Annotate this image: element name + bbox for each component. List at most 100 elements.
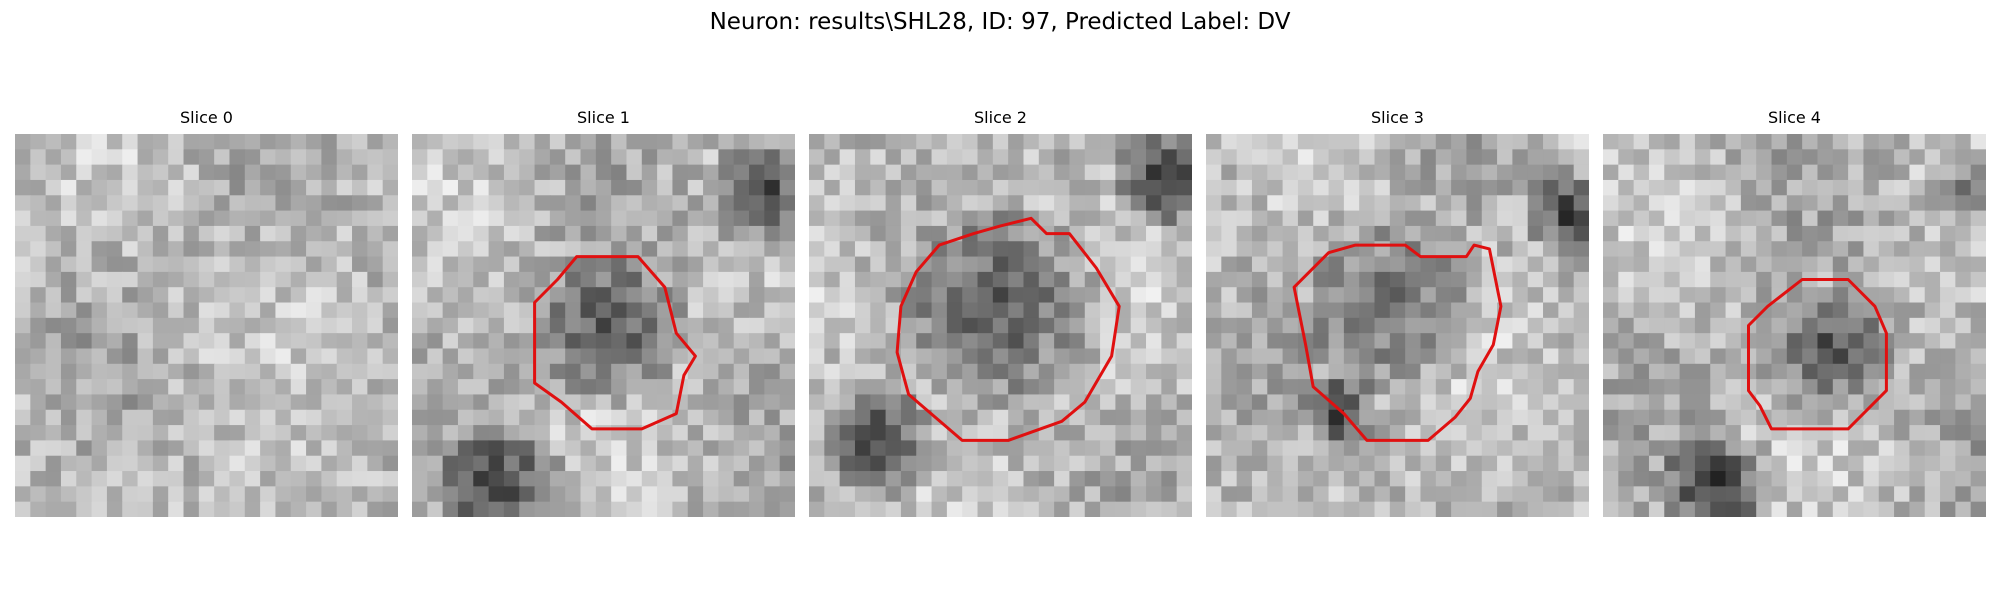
image-pixel <box>214 379 231 396</box>
image-pixel <box>1863 455 1880 472</box>
image-pixel <box>367 287 384 304</box>
image-pixel <box>1894 363 1910 380</box>
image-pixel <box>992 302 1009 319</box>
image-pixel <box>549 256 566 273</box>
image-pixel <box>367 348 384 365</box>
image-pixel <box>15 501 31 517</box>
image-pixel <box>290 333 307 350</box>
image-pixel <box>1100 486 1116 503</box>
image-pixel <box>137 164 154 181</box>
image-pixel <box>1558 363 1575 380</box>
image-pixel <box>168 179 185 196</box>
image-pixel <box>244 409 261 426</box>
image-pixel <box>1710 241 1727 258</box>
image-pixel <box>1527 348 1544 365</box>
image-pixel <box>1603 394 1619 411</box>
image-pixel <box>1970 363 1986 380</box>
image-pixel <box>1236 164 1253 181</box>
image-pixel <box>1848 348 1865 365</box>
image-pixel <box>809 379 825 396</box>
image-pixel <box>290 379 307 396</box>
image-pixel <box>1618 317 1635 334</box>
image-pixel <box>885 241 902 258</box>
image-pixel <box>275 287 292 304</box>
image-pixel <box>992 195 1009 212</box>
image-pixel <box>1694 149 1711 166</box>
image-pixel <box>1008 256 1025 273</box>
image-pixel <box>839 348 856 365</box>
slice-image <box>15 134 398 517</box>
image-pixel <box>30 134 47 150</box>
image-pixel <box>1236 271 1253 288</box>
image-pixel <box>1069 164 1086 181</box>
image-pixel <box>779 164 795 181</box>
image-pixel <box>412 302 428 319</box>
image-pixel <box>1924 210 1941 227</box>
image-pixel <box>1894 134 1910 150</box>
image-pixel <box>549 440 566 457</box>
image-pixel <box>168 195 185 212</box>
image-pixel <box>1771 455 1788 472</box>
image-pixel <box>168 333 185 350</box>
image-pixel <box>1328 271 1345 288</box>
image-pixel <box>870 134 887 150</box>
image-pixel <box>839 317 856 334</box>
slice-image <box>412 134 795 517</box>
image-pixel <box>687 164 704 181</box>
image-pixel <box>1664 210 1681 227</box>
image-pixel <box>1481 455 1498 472</box>
image-pixel <box>1206 225 1222 242</box>
image-pixel <box>962 394 979 411</box>
image-pixel <box>1100 256 1116 273</box>
image-pixel <box>1527 471 1544 487</box>
image-pixel <box>1023 149 1040 166</box>
image-pixel <box>1161 486 1178 503</box>
image-pixel <box>641 440 658 457</box>
image-pixel <box>76 210 93 227</box>
image-pixel <box>352 348 368 365</box>
image-pixel <box>1710 440 1727 457</box>
image-pixel <box>1405 225 1422 242</box>
image-pixel <box>183 149 200 166</box>
image-pixel <box>45 409 62 426</box>
image-pixel <box>214 210 231 227</box>
image-pixel <box>137 409 154 426</box>
image-pixel <box>885 287 902 304</box>
image-pixel <box>106 179 123 196</box>
image-pixel <box>152 501 169 517</box>
image-pixel <box>367 210 384 227</box>
image-pixel <box>1558 195 1575 212</box>
image-pixel <box>1130 179 1147 196</box>
image-pixel <box>1573 271 1589 288</box>
image-pixel <box>1161 164 1178 181</box>
image-pixel <box>687 302 704 319</box>
image-pixel <box>1527 210 1544 227</box>
image-pixel <box>198 348 215 365</box>
image-pixel <box>1618 440 1635 457</box>
image-pixel <box>611 333 628 350</box>
image-pixel <box>306 379 322 396</box>
image-pixel <box>1679 241 1696 258</box>
image-pixel <box>1679 471 1696 487</box>
image-pixel <box>1130 379 1147 396</box>
image-pixel <box>15 210 31 227</box>
image-pixel <box>1603 134 1619 150</box>
image-pixel <box>565 317 582 334</box>
image-pixel <box>76 195 93 212</box>
image-pixel <box>382 455 398 472</box>
image-pixel <box>824 379 841 396</box>
image-pixel <box>1664 256 1681 273</box>
image-pixel <box>1435 455 1452 472</box>
image-pixel <box>977 486 994 503</box>
image-pixel <box>1878 440 1895 457</box>
image-pixel <box>885 409 902 426</box>
image-pixel <box>1512 195 1529 212</box>
image-pixel <box>1069 287 1086 304</box>
image-pixel <box>839 225 856 242</box>
image-pixel <box>214 149 231 166</box>
image-pixel <box>549 149 566 166</box>
image-pixel <box>1970 210 1986 227</box>
image-pixel <box>1940 455 1956 472</box>
image-pixel <box>457 149 474 166</box>
image-pixel <box>580 271 597 288</box>
